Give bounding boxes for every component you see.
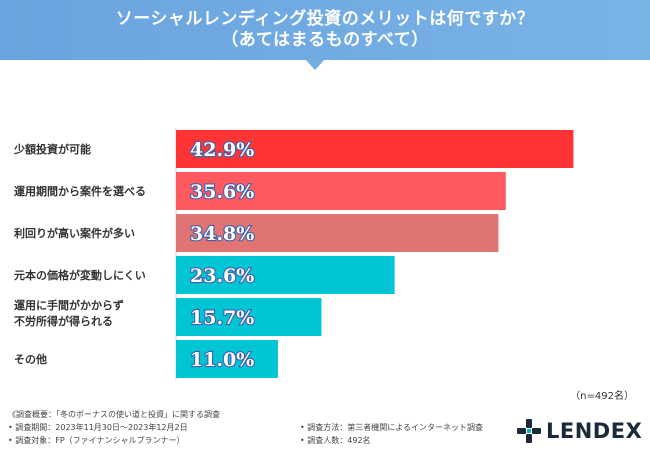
title-banner-pointer [305, 59, 325, 70]
category-label: 運用に手間がかからず 不労所得が得られる [14, 299, 124, 328]
data-label: 34.8% [190, 223, 254, 245]
survey-method: • 調査方法：第三者機関によるインターネット調査 [300, 423, 484, 432]
category-label: 元本の価格が変動しにくい [14, 269, 146, 282]
survey-overview: 《調査概要：「冬のボーナスの使い道と投資」に関する調査 [8, 410, 220, 419]
bar [176, 172, 506, 210]
category-label: 少額投資が可能 [14, 143, 91, 156]
bar [176, 256, 395, 294]
survey-period: • 調査期間：2023年11月30日〜2023年12月2日 [8, 423, 188, 432]
bar [176, 298, 322, 336]
logo-text: LENDEX [546, 419, 643, 443]
survey-count: • 調査人数：492名 [300, 436, 371, 445]
bar [176, 340, 278, 378]
data-label: 35.6% [190, 181, 254, 203]
bar [176, 214, 499, 252]
chart-title: ソーシャルレンディング投資のメリットは何ですか？ [115, 9, 535, 29]
bar [176, 130, 574, 168]
lendex-logo: LENDEX [516, 418, 642, 444]
sample-size-note: （n=492名） [570, 391, 634, 402]
category-label: 利回りが高い案件が多い [14, 227, 135, 240]
lendex-mark-icon [517, 419, 541, 443]
data-label: 11.0% [190, 349, 254, 371]
title-banner [0, 0, 650, 60]
survey-target: • 調査対象：FP（ファイナンシャルプランナー） [8, 436, 185, 445]
data-label: 23.6% [190, 265, 254, 287]
category-label: 運用期間から案件を選べる [14, 185, 146, 198]
chart-subtitle: （あてはまるものすべて） [221, 30, 429, 50]
category-label: その他 [14, 353, 47, 366]
data-label: 42.9% [190, 139, 254, 161]
data-label: 15.7% [190, 307, 254, 329]
